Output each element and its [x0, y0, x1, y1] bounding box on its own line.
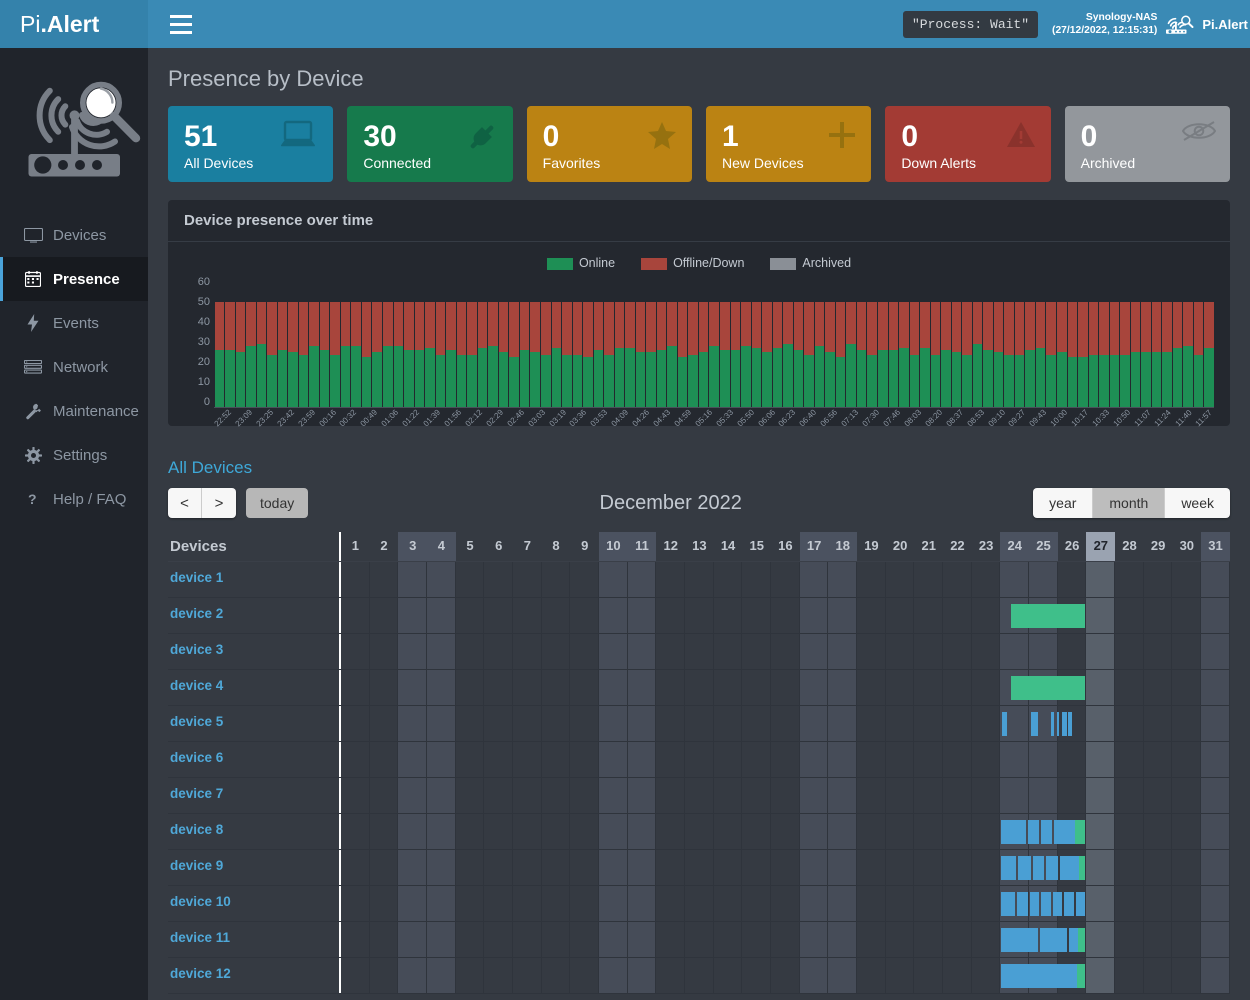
- svg-text:?: ?: [28, 491, 37, 507]
